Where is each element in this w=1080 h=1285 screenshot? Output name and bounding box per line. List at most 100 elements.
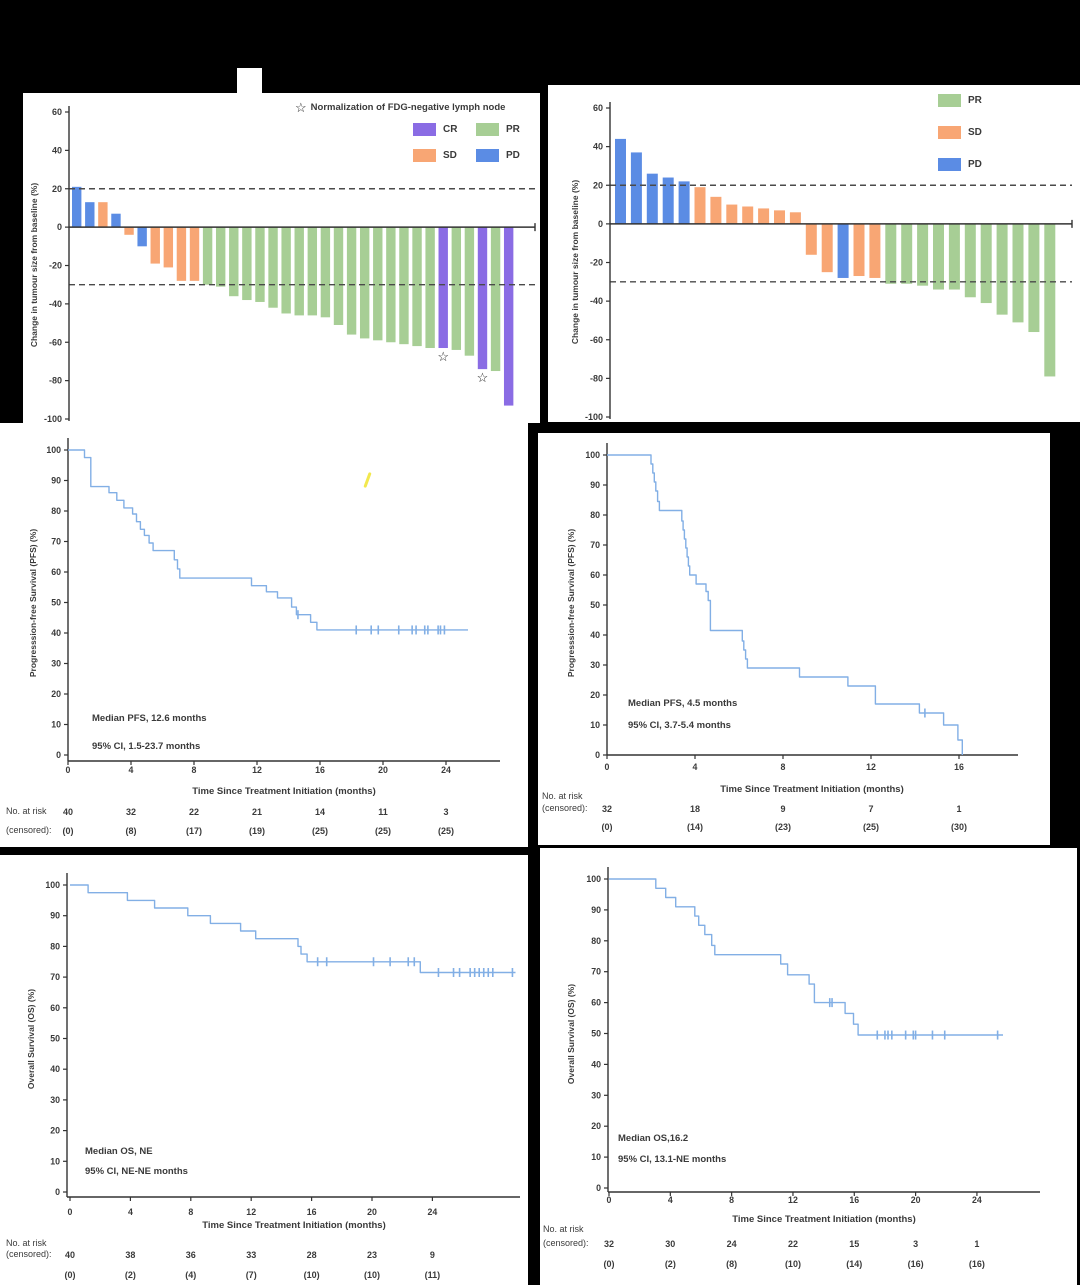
star-note: ☆ Normalization of FDG-negative lymph no… — [295, 101, 505, 114]
svg-text:(0): (0) — [65, 1270, 76, 1280]
svg-text:10: 10 — [591, 1152, 601, 1162]
svg-text:12: 12 — [866, 762, 876, 772]
svg-text:50: 50 — [51, 598, 61, 608]
at-risk-label: No. at risk — [6, 806, 47, 816]
svg-text:-40: -40 — [49, 299, 62, 309]
svg-text:(7): (7) — [246, 1270, 257, 1280]
star-icon: ☆ — [295, 100, 307, 115]
svg-text:80: 80 — [51, 506, 61, 516]
cr-swatch — [413, 123, 436, 136]
svg-text:70: 70 — [591, 967, 601, 977]
svg-text:11: 11 — [378, 807, 388, 817]
svg-text:60: 60 — [50, 1003, 60, 1013]
svg-text:33: 33 — [246, 1250, 256, 1260]
svg-text:60: 60 — [591, 998, 601, 1008]
ci-annotation: 95% CI, 3.7-5.4 months — [628, 720, 731, 731]
legend-label-sd: SD — [443, 150, 457, 161]
svg-text:32: 32 — [604, 1239, 614, 1249]
svg-text:30: 30 — [50, 1095, 60, 1105]
svg-text:1: 1 — [956, 804, 961, 814]
svg-text:20: 20 — [50, 1126, 60, 1136]
svg-text:-80: -80 — [590, 373, 603, 383]
svg-text:60: 60 — [52, 107, 62, 117]
svg-text:4: 4 — [693, 762, 698, 772]
svg-text:-60: -60 — [49, 337, 62, 347]
pfs-panel-study2: Progresssion-free Survival (PFS) (%) 100… — [538, 433, 1050, 845]
svg-text:8: 8 — [781, 762, 786, 772]
pr-swatch — [938, 94, 961, 107]
svg-text:(0): (0) — [602, 822, 613, 832]
star-note-text: Normalization of FDG-negative lymph node — [310, 102, 506, 113]
svg-text:80: 80 — [590, 510, 600, 520]
svg-text:38: 38 — [125, 1250, 135, 1260]
svg-text:10: 10 — [590, 720, 600, 730]
svg-text:4: 4 — [668, 1195, 673, 1205]
svg-text:(10): (10) — [304, 1270, 320, 1280]
os-panel-study2: Overall Survival (OS) (%) 100 90 80 70 60 50 4… — [540, 848, 1077, 1285]
svg-text:8: 8 — [188, 1207, 193, 1217]
svg-text:0: 0 — [596, 1183, 601, 1193]
pd-swatch — [938, 158, 961, 171]
waterfall-panel-study1: Change in tumour size from baseline (%) … — [23, 93, 540, 423]
svg-text:(25): (25) — [375, 826, 391, 836]
svg-text:90: 90 — [591, 905, 601, 915]
svg-text:0: 0 — [57, 222, 62, 232]
legend-entry-sd: SD — [413, 149, 476, 162]
svg-text:80: 80 — [591, 936, 601, 946]
svg-text:40: 40 — [50, 1064, 60, 1074]
svg-text:10: 10 — [51, 720, 61, 730]
at-risk-label: No. at risk — [542, 791, 583, 801]
svg-text:50: 50 — [50, 1034, 60, 1044]
svg-text:-100: -100 — [44, 414, 62, 423]
sd-swatch — [938, 126, 961, 139]
median-annotation: Median OS,16.2 — [618, 1133, 689, 1144]
svg-text:(2): (2) — [665, 1259, 676, 1269]
svg-text:-80: -80 — [49, 376, 62, 386]
svg-text:(19): (19) — [249, 826, 265, 836]
svg-text:12: 12 — [246, 1207, 256, 1217]
svg-text:20: 20 — [367, 1207, 377, 1217]
censored-label: (censored): — [6, 1249, 52, 1259]
svg-text:1: 1 — [974, 1239, 979, 1249]
legend-entry-cr: CR — [413, 123, 476, 136]
waterfall-chart-study1: ☆ ☆ 60 40 20 0 -20 -40 -60 -80 -100 — [44, 106, 536, 423]
svg-text:100: 100 — [46, 445, 61, 455]
x-axis-label: Time Since Treatment Initiation (months) — [202, 1220, 386, 1231]
svg-text:22: 22 — [788, 1239, 798, 1249]
legend-entry-sd: SD — [938, 126, 982, 139]
svg-text:60: 60 — [590, 570, 600, 580]
legend-entry-pd: PD — [476, 149, 539, 162]
svg-text:20: 20 — [911, 1195, 921, 1205]
pr-swatch — [476, 123, 499, 136]
svg-text:0: 0 — [595, 750, 600, 760]
svg-text:40: 40 — [65, 1250, 75, 1260]
svg-text:0: 0 — [598, 219, 603, 229]
svg-text:40: 40 — [51, 628, 61, 638]
svg-text:(25): (25) — [312, 826, 328, 836]
svg-text:-20: -20 — [49, 261, 62, 271]
svg-text:70: 70 — [50, 972, 60, 982]
svg-text:100: 100 — [586, 874, 601, 884]
svg-text:70: 70 — [51, 537, 61, 547]
svg-text:28: 28 — [307, 1250, 317, 1260]
svg-text:24: 24 — [727, 1239, 737, 1249]
svg-text:(8): (8) — [126, 826, 137, 836]
svg-text:30: 30 — [591, 1090, 601, 1100]
svg-text:60: 60 — [593, 103, 603, 113]
legend-entry-pr: PR — [476, 123, 539, 136]
waterfall-panel-study2: Change in tumour size from baseline (%) … — [548, 85, 1080, 422]
svg-text:20: 20 — [51, 689, 61, 699]
svg-text:30: 30 — [51, 659, 61, 669]
svg-text:16: 16 — [307, 1207, 317, 1217]
svg-text:40: 40 — [591, 1059, 601, 1069]
svg-text:9: 9 — [430, 1250, 435, 1260]
svg-text:20: 20 — [52, 184, 62, 194]
svg-text:(0): (0) — [604, 1259, 615, 1269]
legend-entry-pd: PD — [938, 158, 982, 171]
svg-text:22: 22 — [189, 807, 199, 817]
svg-text:90: 90 — [51, 476, 61, 486]
svg-text:40: 40 — [593, 142, 603, 152]
